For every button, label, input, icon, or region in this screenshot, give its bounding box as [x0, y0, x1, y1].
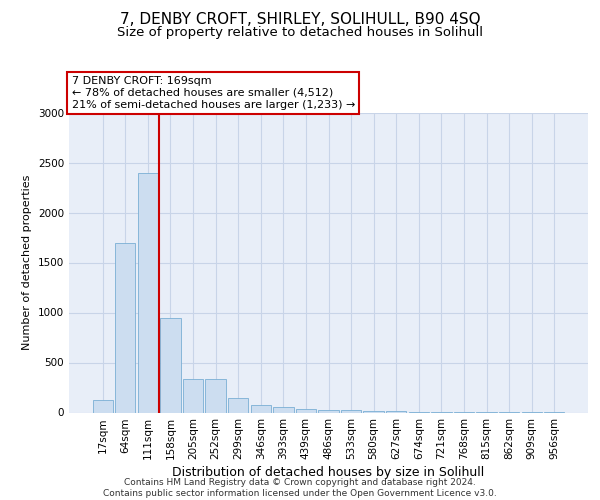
Y-axis label: Number of detached properties: Number of detached properties	[22, 175, 32, 350]
Bar	[138, 172, 158, 412]
Bar	[296, 408, 316, 412]
Bar	[319, 410, 338, 412]
Bar	[251, 404, 271, 412]
Bar	[205, 378, 226, 412]
Text: Size of property relative to detached houses in Solihull: Size of property relative to detached ho…	[117, 26, 483, 39]
Text: Contains HM Land Registry data © Crown copyright and database right 2024.
Contai: Contains HM Land Registry data © Crown c…	[103, 478, 497, 498]
X-axis label: Distribution of detached houses by size in Solihull: Distribution of detached houses by size …	[172, 466, 485, 479]
Bar	[160, 318, 181, 412]
Bar	[364, 410, 384, 412]
Bar	[183, 378, 203, 412]
Bar	[228, 398, 248, 412]
Bar	[92, 400, 113, 412]
Bar	[115, 242, 136, 412]
Text: 7, DENBY CROFT, SHIRLEY, SOLIHULL, B90 4SQ: 7, DENBY CROFT, SHIRLEY, SOLIHULL, B90 4…	[119, 12, 481, 28]
Bar	[341, 410, 361, 412]
Bar	[273, 407, 293, 412]
Text: 7 DENBY CROFT: 169sqm
← 78% of detached houses are smaller (4,512)
21% of semi-d: 7 DENBY CROFT: 169sqm ← 78% of detached …	[71, 76, 355, 110]
